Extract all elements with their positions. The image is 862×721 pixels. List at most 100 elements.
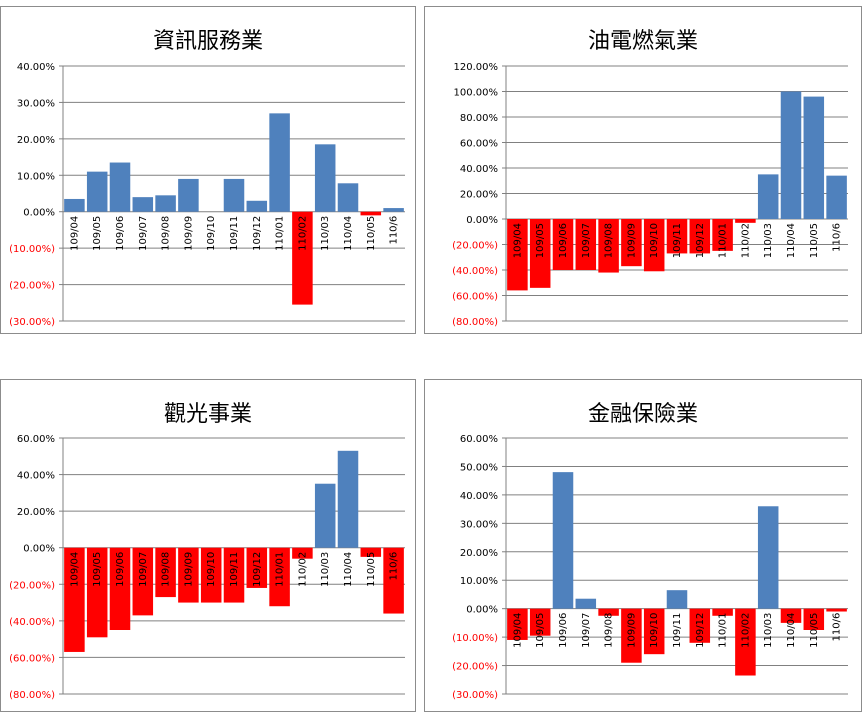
bar xyxy=(178,178,199,212)
y-tick-label: (20.00%) xyxy=(452,241,498,252)
y-tick-label: 40.00% xyxy=(17,62,55,73)
y-tick-label: (40.00%) xyxy=(9,617,55,628)
bar xyxy=(292,547,313,559)
bar xyxy=(780,91,802,219)
x-tick-label: 109/04 xyxy=(69,216,80,251)
bar xyxy=(64,547,85,652)
y-tick-label: 120.00% xyxy=(454,62,499,73)
bar xyxy=(86,171,108,212)
bar xyxy=(223,178,245,212)
y-tick-label: 20.00% xyxy=(460,548,498,559)
bar xyxy=(529,608,551,636)
y-tick-label: 60.00% xyxy=(460,434,498,445)
chart-title: 觀光事業 xyxy=(163,402,252,427)
bar xyxy=(666,590,688,609)
x-tick-label: 109/04 xyxy=(512,223,523,258)
y-tick-label: 60.00% xyxy=(17,434,55,445)
bar xyxy=(689,608,711,643)
y-tick-label: 20.00% xyxy=(460,190,498,201)
chart-title: 油電燃氣業 xyxy=(587,29,698,54)
bar xyxy=(621,219,642,267)
y-tick-label: 0.00% xyxy=(23,544,55,555)
x-tick-label: 109/08 xyxy=(161,216,172,251)
bar xyxy=(735,608,756,676)
x-tick-label: 109/06 xyxy=(115,552,126,587)
chart-title: 資訊服務業 xyxy=(152,29,263,54)
bar xyxy=(64,198,85,212)
y-tick-label: 60.00% xyxy=(460,139,498,150)
bar xyxy=(109,547,131,630)
y-tick-label: 40.00% xyxy=(17,471,55,482)
bar xyxy=(803,608,825,630)
x-tick-label: 110/03 xyxy=(320,552,331,587)
y-tick-label: 40.00% xyxy=(460,164,498,175)
x-tick-label: 110/6 xyxy=(389,552,400,581)
y-tick-label: 0.00% xyxy=(23,208,55,219)
bar xyxy=(155,547,176,598)
x-tick-label: 110/01 xyxy=(718,223,729,258)
bar xyxy=(643,608,665,655)
y-tick-label: 30.00% xyxy=(460,519,498,530)
x-tick-label: 109/10 xyxy=(649,223,660,258)
y-tick-label: 10.00% xyxy=(460,576,498,587)
bar xyxy=(178,547,199,603)
y-tick-label: (10.00%) xyxy=(452,633,498,644)
bar xyxy=(269,547,290,607)
bar xyxy=(780,608,802,623)
bar xyxy=(803,96,825,219)
bar xyxy=(109,162,131,212)
bar xyxy=(314,144,336,212)
y-tick-label: (20.00%) xyxy=(452,662,498,673)
x-tick-label: 109/06 xyxy=(558,223,569,258)
x-tick-label: 109/08 xyxy=(161,552,172,587)
x-tick-label: 110/04 xyxy=(786,613,797,648)
x-tick-label: 110/01 xyxy=(275,216,286,251)
x-tick-label: 109/06 xyxy=(558,613,569,648)
x-tick-label: 110/04 xyxy=(786,223,797,258)
y-tick-label: (80.00%) xyxy=(9,690,55,701)
bar xyxy=(689,219,711,254)
y-tick-label: 0.00% xyxy=(466,215,498,226)
x-tick-label: 110/6 xyxy=(389,216,400,245)
x-tick-label: 109/08 xyxy=(604,223,615,258)
bar xyxy=(200,547,222,603)
bar xyxy=(132,547,154,616)
y-tick-label: (20.00%) xyxy=(9,281,55,292)
x-tick-label: 109/06 xyxy=(115,216,126,251)
y-tick-label: 20.00% xyxy=(17,135,55,146)
x-tick-label: 109/11 xyxy=(229,552,240,587)
x-tick-label: 110/6 xyxy=(832,223,843,252)
y-tick-label: 100.00% xyxy=(454,88,499,99)
x-tick-label: 109/09 xyxy=(626,613,637,648)
bar xyxy=(383,208,404,212)
bar xyxy=(757,174,779,219)
x-tick-label: 109/04 xyxy=(69,552,80,587)
y-tick-label: 80.00% xyxy=(460,113,498,124)
x-tick-label: 109/07 xyxy=(581,223,592,258)
bar xyxy=(712,608,733,616)
y-tick-label: 40.00% xyxy=(460,491,498,502)
y-tick-label: (30.00%) xyxy=(9,317,55,328)
y-tick-label: (80.00%) xyxy=(452,317,498,328)
x-tick-label: 110/03 xyxy=(763,613,774,648)
bar xyxy=(314,483,336,548)
x-tick-label: 109/12 xyxy=(252,216,263,251)
x-tick-label: 109/12 xyxy=(695,613,706,648)
bar xyxy=(155,195,176,212)
bar xyxy=(712,219,733,251)
bar xyxy=(360,547,382,557)
x-tick-label: 110/01 xyxy=(275,552,286,587)
bar xyxy=(598,219,619,273)
y-tick-label: (60.00%) xyxy=(452,292,498,303)
x-tick-label: 109/08 xyxy=(604,613,615,648)
x-tick-label: 109/07 xyxy=(581,613,592,648)
y-tick-label: (60.00%) xyxy=(9,653,55,664)
bar xyxy=(757,506,779,609)
x-tick-label: 109/11 xyxy=(672,223,683,258)
x-tick-label: 109/10 xyxy=(206,216,217,251)
y-tick-label: (30.00%) xyxy=(452,690,498,701)
x-tick-label: 110/03 xyxy=(320,216,331,251)
x-tick-label: 110/03 xyxy=(763,223,774,258)
x-tick-label: 110/05 xyxy=(809,223,820,258)
